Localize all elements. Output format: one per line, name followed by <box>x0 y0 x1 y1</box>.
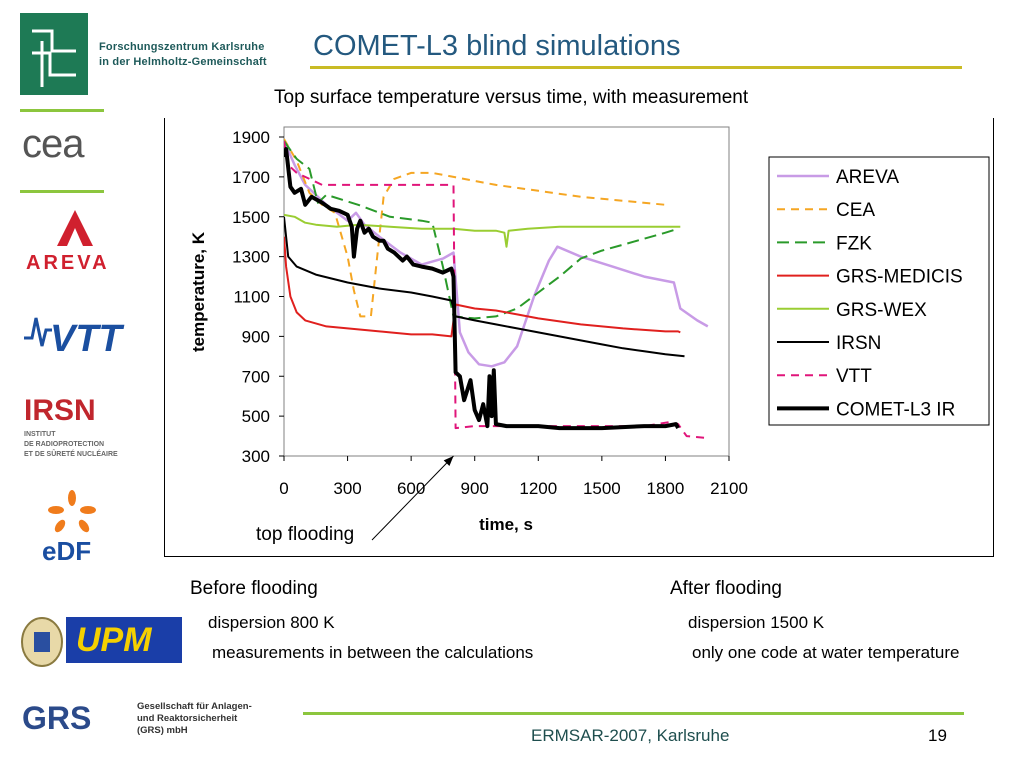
y-tick-label: 900 <box>242 327 270 346</box>
series-grs-medicis <box>284 236 681 338</box>
vtt-logo: VTT <box>50 318 122 360</box>
title-underline <box>310 66 962 69</box>
y-tick-label: 1300 <box>232 248 270 267</box>
flooding-arrow <box>371 455 454 541</box>
upm-crest-icon <box>20 616 64 673</box>
legend-label: AREVA <box>836 167 899 188</box>
series-fzk <box>284 140 679 320</box>
org-line-2: in der Helmholtz-Gemeinschaft <box>99 56 267 68</box>
legend-label: FZK <box>836 233 872 254</box>
edf-sun-icon <box>42 490 102 543</box>
series-areva <box>284 140 709 368</box>
legend-label: COMET-L3 IR <box>836 399 955 420</box>
y-tick-label: 1100 <box>233 288 270 307</box>
series-vtt <box>284 140 708 440</box>
grs-logo: GRS <box>22 700 92 736</box>
areva-a-icon <box>55 208 95 253</box>
irsn-subtitle: INSTITUT DE RADIOPROTECTION ET DE SÛRETÉ… <box>24 431 118 458</box>
chart-title: Top surface temperature versus time, wit… <box>274 87 749 108</box>
slide-title: COMET-L3 blind simulations <box>313 30 681 62</box>
fzk-emblem-icon <box>20 13 88 95</box>
legend-label: CEA <box>836 200 875 221</box>
y-tick-label: 1900 <box>232 128 270 147</box>
upm-logo: UPM <box>76 621 152 659</box>
x-tick-label: 300 <box>333 479 361 498</box>
x-tick-label: 1500 <box>583 479 621 498</box>
x-tick-label: 900 <box>461 479 489 498</box>
series-grs-wex <box>284 213 681 248</box>
irsn-logo: IRSN <box>24 394 96 427</box>
after-dispersion: dispersion 1500 K <box>688 613 825 632</box>
series-comet-l3-ir <box>284 147 680 431</box>
areva-logo: AREVA <box>26 252 110 274</box>
x-axis-label: time, s <box>479 515 533 534</box>
upm-badge: UPM <box>66 617 182 663</box>
footer-rule <box>303 712 964 715</box>
y-tick-label: 700 <box>242 367 270 386</box>
before-measurements: measurements in between the calculations <box>212 643 534 662</box>
x-tick-label: 2100 <box>710 479 748 498</box>
legend-label: GRS-MEDICIS <box>836 267 963 288</box>
legend-label: IRSN <box>836 333 881 354</box>
edf-logo: eDF <box>42 536 92 566</box>
vtt-wave-icon <box>22 312 54 357</box>
legend-label: VTT <box>836 366 872 387</box>
grs-description: Gesellschaft für Anlagen- und Reaktorsic… <box>137 701 252 736</box>
x-tick-label: 1800 <box>647 479 685 498</box>
logo-divider <box>20 190 104 193</box>
cea-logo: cea <box>22 122 84 166</box>
flooding-annotation: top flooding <box>256 524 354 545</box>
after-heading: After flooding <box>670 578 782 599</box>
legend-label: GRS-WEX <box>836 300 927 321</box>
chart-frame <box>164 118 994 557</box>
plot-area <box>283 126 730 457</box>
fzk-logo <box>20 13 88 95</box>
series-irsn <box>284 216 685 358</box>
footer-event: ERMSAR-2007, Karlsruhe <box>531 726 730 745</box>
x-tick-label: 0 <box>279 479 288 498</box>
org-line-1: Forschungszentrum Karlsruhe <box>99 41 265 53</box>
after-water-temp: only one code at water temperature <box>692 643 960 662</box>
organization-name: Forschungszentrum Karlsruhe in der Helmh… <box>99 40 267 70</box>
before-dispersion: dispersion 800 K <box>208 613 335 632</box>
x-tick-label: 1200 <box>519 479 557 498</box>
logo-divider <box>20 109 104 112</box>
y-tick-label: 300 <box>242 447 270 466</box>
x-tick-label: 600 <box>397 479 425 498</box>
y-axis-label: temperature, K <box>189 231 208 352</box>
y-tick-label: 500 <box>242 407 270 426</box>
flooding-arrowhead <box>443 456 454 466</box>
page-number: 19 <box>928 726 947 745</box>
before-heading: Before flooding <box>190 578 318 599</box>
legend-box <box>768 156 990 426</box>
y-tick-label: 1500 <box>232 208 270 227</box>
y-tick-label: 1700 <box>232 168 270 187</box>
